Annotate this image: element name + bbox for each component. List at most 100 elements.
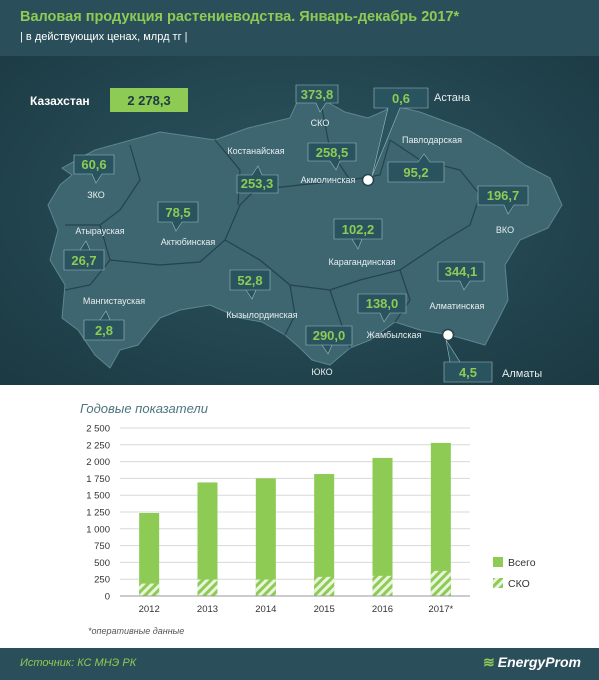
energy-mark-icon: ≋ <box>483 654 495 670</box>
region-value-atyrau: 26,7 <box>63 240 105 271</box>
region-value-label: 26,7 <box>71 253 96 268</box>
bar-sko <box>197 579 218 596</box>
region-value-label: 373,8 <box>301 87 334 102</box>
region-value-kyzylorda: 52,8 <box>229 269 271 300</box>
y-tick-label: 2 000 <box>86 457 110 468</box>
region-value-label: 60,6 <box>81 157 106 172</box>
annual-chart: Годовые показатели 0 250 500 750 1 000 1 250 1… <box>80 401 536 636</box>
y-tick-label: 500 <box>94 558 110 569</box>
region-value-label: 78,5 <box>165 205 190 220</box>
region-value-zhambyl: 138,0 <box>357 293 407 323</box>
bar-sko <box>255 579 276 596</box>
region-value-label: 2,8 <box>95 323 113 338</box>
bar-sko <box>139 583 160 596</box>
x-tick-label: 2015 <box>314 604 335 615</box>
region-value-label: 344,1 <box>445 264 478 279</box>
region-value-label: 258,5 <box>316 145 349 160</box>
page-title: Валовая продукция растениеводства. Январ… <box>20 9 460 25</box>
legend: Всего СКО <box>493 557 536 590</box>
region-name-karaganda: Карагандинская <box>328 257 395 267</box>
footer: Источник: КС МНЭ РК ≋ EnergyProm <box>0 648 599 680</box>
bar-sko <box>372 575 393 596</box>
y-tick-label: 750 <box>94 541 110 552</box>
country-total-box <box>110 88 188 112</box>
y-axis: 0 250 500 750 1 000 1 250 1 500 1 750 2 000 2 250… <box>86 424 110 603</box>
y-tick-label: 1 500 <box>86 491 110 502</box>
brand-logo: ≋ EnergyProm <box>483 654 581 671</box>
y-tick-label: 2 500 <box>86 424 110 435</box>
bar-total <box>255 478 276 596</box>
almaty-marker <box>441 328 455 342</box>
region-name-pavlodar: Павлодарская <box>402 135 462 145</box>
region-name-mangistau: Мангистауская <box>83 296 145 306</box>
region-value-label: 52,8 <box>237 273 262 288</box>
region-value-zko: 60,6 <box>73 154 115 184</box>
bar-total <box>139 513 160 596</box>
region-value-label: 290,0 <box>313 328 346 343</box>
region-name-atyrau: Атырауская <box>75 226 124 236</box>
region-value-label: 95,2 <box>403 165 428 180</box>
country-total-value: 2 278,3 <box>127 93 170 108</box>
source-label: Источник: КС МНЭ РК <box>20 657 137 669</box>
region-value-label: 102,2 <box>342 222 375 237</box>
chart-note: *оперативные данные <box>88 626 184 636</box>
region-borders <box>64 97 481 349</box>
bar-total <box>372 457 393 596</box>
series-sko <box>139 570 451 596</box>
region-name-kostanay: Костанайская <box>227 146 284 156</box>
x-tick-label: 2012 <box>139 604 160 615</box>
region-name-sko: СКО <box>311 118 330 128</box>
kazakhstan-map: Казахстан 2 278,3 373,8 0,6 95,2 253,3 2… <box>30 84 563 383</box>
brand-name: EnergyProm <box>497 654 581 670</box>
country-name: Казахстан <box>30 94 90 108</box>
region-value-akmola: 258,5 <box>307 142 357 171</box>
gridlines <box>120 427 470 580</box>
region-name-zko: ЗКО <box>87 190 105 200</box>
y-tick-label: 1 750 <box>86 474 110 485</box>
country-shape <box>47 97 563 369</box>
city-name-almaty: Алматы <box>502 368 542 380</box>
y-tick-label: 1 000 <box>86 524 110 535</box>
x-tick-label: 2014 <box>255 604 276 615</box>
bar-sko <box>314 576 335 596</box>
page-subtitle: | в действующих ценах, млрд тг | <box>20 31 188 43</box>
region-value-astana: 0,6 <box>371 87 429 177</box>
y-tick-label: 250 <box>94 575 110 586</box>
region-value-label: 4,5 <box>459 365 477 380</box>
bar-total <box>197 482 218 596</box>
region-value-mangistau: 2,8 <box>83 310 125 341</box>
region-name-zhambyl: Жамбылская <box>367 330 422 340</box>
x-tick-label: 2016 <box>372 604 393 615</box>
region-name-uko: ЮКО <box>311 367 332 377</box>
region-value-almaty-city: 4,5 <box>443 339 493 383</box>
region-name-almaty-region: Алматинская <box>430 301 485 311</box>
region-name-akmola: Акмолинская <box>301 175 356 185</box>
y-tick-label: 1 250 <box>86 508 110 519</box>
legend-swatch-total <box>493 557 503 567</box>
region-name-aktobe: Актюбинская <box>161 237 216 247</box>
chart-title: Годовые показатели <box>80 401 208 416</box>
bar-sko <box>430 570 451 596</box>
y-tick-label: 2 250 <box>86 440 110 451</box>
astana-marker <box>361 173 375 187</box>
y-tick-label: 0 <box>105 592 110 603</box>
region-value-almaty-region: 344,1 <box>437 261 485 291</box>
x-tick-label: 2017* <box>428 604 453 615</box>
legend-label-total: Всего <box>508 557 536 569</box>
bar-total <box>430 442 451 596</box>
series-total <box>139 442 451 596</box>
region-value-sko: 373,8 <box>295 84 339 113</box>
region-value-karaganda: 102,2 <box>333 218 383 250</box>
region-name-kyzylorda: Кызылординская <box>226 310 297 320</box>
header: Валовая продукция растениеводства. Январ… <box>0 0 599 56</box>
region-name-vko: ВКО <box>496 225 514 235</box>
x-axis: 2012 2013 2014 2015 2016 2017* <box>139 604 454 615</box>
legend-label-sko: СКО <box>508 578 530 590</box>
region-value-label: 253,3 <box>241 176 274 191</box>
region-value-label: 138,0 <box>366 296 399 311</box>
region-value-uko: 290,0 <box>305 325 353 355</box>
bar-total <box>314 474 335 596</box>
region-value-label: 0,6 <box>392 91 410 106</box>
legend-swatch-sko <box>493 578 503 588</box>
region-value-label: 196,7 <box>487 188 520 203</box>
